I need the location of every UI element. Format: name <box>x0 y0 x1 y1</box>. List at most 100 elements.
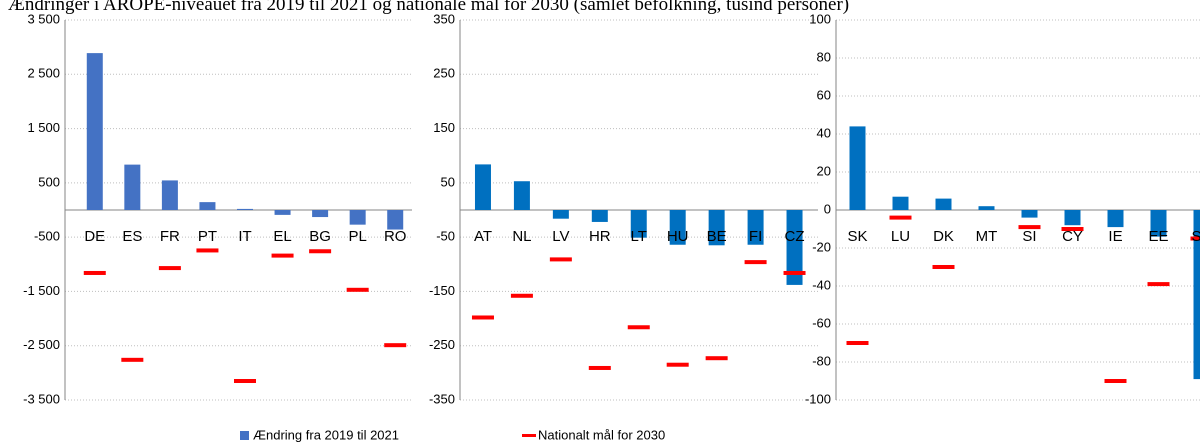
y-tick-label: 20 <box>817 163 831 178</box>
target-marker <box>1104 379 1127 383</box>
x-tick-label: LU <box>891 228 910 245</box>
target-marker <box>346 287 369 292</box>
target-marker <box>588 365 611 370</box>
target-marker <box>932 265 955 269</box>
bar <box>1193 210 1200 380</box>
bar <box>630 210 647 238</box>
bar <box>349 210 366 225</box>
x-tick-label: PT <box>198 228 217 245</box>
y-tick-label: 0 <box>824 201 831 216</box>
bar <box>1150 210 1167 237</box>
y-tick-label: -100 <box>805 391 831 406</box>
target-marker <box>1190 236 1200 241</box>
bar <box>1021 210 1038 218</box>
target-marker <box>1061 227 1084 231</box>
legend-swatch <box>240 431 249 440</box>
bar <box>387 210 404 230</box>
x-tick-label: NL <box>512 228 531 245</box>
x-tick-label: SI <box>1022 228 1036 245</box>
x-tick-label: DK <box>933 228 954 245</box>
bar <box>86 53 103 210</box>
target-marker <box>1018 225 1041 230</box>
x-tick-label: HR <box>589 228 611 245</box>
y-tick-label: 80 <box>817 49 831 64</box>
y-tick-label: 250 <box>433 66 455 81</box>
legend-swatch <box>522 434 536 437</box>
x-tick-label: CY <box>1062 228 1083 245</box>
y-tick-label: 40 <box>817 125 831 140</box>
y-tick-label: -350 <box>429 391 455 406</box>
x-tick-label: BE <box>707 228 727 245</box>
y-tick-label: -3 500 <box>23 391 60 406</box>
bar <box>513 181 530 210</box>
legend-label: Ændring fra 2019 til 2021 <box>253 427 399 442</box>
bar <box>892 196 909 210</box>
legend-label: Nationalt mål for 2030 <box>538 427 665 442</box>
x-tick-label: IT <box>238 228 251 245</box>
bar <box>274 210 291 215</box>
x-tick-label: SE <box>1191 228 1200 245</box>
y-tick-label: 3 500 <box>27 11 60 26</box>
bar <box>591 210 608 222</box>
x-tick-label: AT <box>474 228 492 245</box>
x-tick-label: SK <box>847 228 867 245</box>
x-tick-label: FI <box>749 228 762 245</box>
chart-title: Ændringer i AROPE-niveauet fra 2019 til … <box>8 0 849 15</box>
target-marker <box>744 260 767 265</box>
bar <box>935 198 952 210</box>
target-marker <box>83 270 106 275</box>
y-tick-label: -1 500 <box>23 283 60 298</box>
y-tick-label: -20 <box>812 239 831 254</box>
target-marker <box>234 379 256 383</box>
y-tick-label: 350 <box>433 11 455 26</box>
x-tick-label: LV <box>552 228 569 245</box>
target-marker <box>309 249 332 254</box>
x-tick-label: BG <box>309 228 331 245</box>
bar <box>747 210 764 245</box>
target-marker <box>705 356 728 361</box>
bar <box>474 164 491 210</box>
y-tick-label: -150 <box>429 283 455 298</box>
bar <box>312 210 329 218</box>
bar <box>124 164 141 210</box>
x-tick-label: EE <box>1148 228 1168 245</box>
bar <box>708 210 725 246</box>
x-tick-label: EL <box>273 228 291 245</box>
y-tick-label: -80 <box>812 353 831 368</box>
y-tick-label: 60 <box>817 87 831 102</box>
y-tick-label: 100 <box>809 11 831 26</box>
target-marker <box>889 215 912 220</box>
target-marker <box>121 357 144 362</box>
target-marker <box>510 293 533 298</box>
x-tick-label: DE <box>84 228 105 245</box>
target-marker <box>384 343 407 348</box>
x-tick-label: IE <box>1108 228 1122 245</box>
bar <box>849 126 866 210</box>
y-tick-label: 500 <box>38 174 60 189</box>
y-tick-label: -50 <box>436 229 455 244</box>
target-marker <box>627 325 650 330</box>
bar <box>1064 210 1081 226</box>
x-tick-label: LT <box>631 228 647 245</box>
y-tick-label: -2 500 <box>23 337 60 352</box>
y-tick-label: -500 <box>34 229 60 244</box>
target-marker <box>1147 282 1170 287</box>
y-tick-label: -60 <box>812 315 831 330</box>
target-marker <box>846 341 869 345</box>
bar <box>978 206 995 210</box>
y-tick-label: 50 <box>441 174 455 189</box>
x-tick-label: RO <box>384 228 407 245</box>
target-marker <box>271 253 294 258</box>
y-tick-label: -40 <box>812 277 831 292</box>
y-tick-label: -250 <box>429 337 455 352</box>
target-marker <box>549 257 572 262</box>
bar <box>669 210 686 245</box>
y-tick-label: 2 500 <box>27 66 60 81</box>
target-marker <box>158 266 181 271</box>
bar <box>552 210 569 219</box>
y-tick-label: 150 <box>433 120 455 135</box>
bar <box>199 202 216 210</box>
target-marker <box>196 248 219 253</box>
target-marker <box>783 270 806 275</box>
bar <box>786 210 803 285</box>
